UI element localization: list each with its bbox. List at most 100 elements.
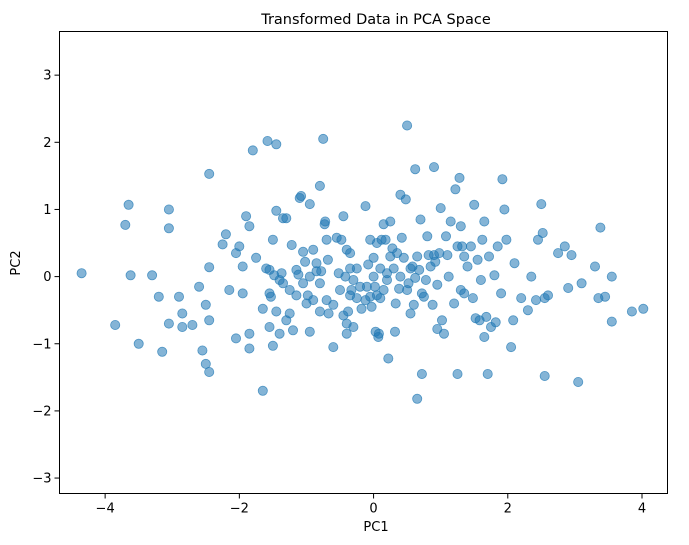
scatter-point (543, 290, 554, 301)
chart-title: Transformed Data in PCA Space (260, 12, 491, 28)
x-tick-label: −4 (96, 502, 115, 517)
scatter-point (499, 204, 510, 215)
scatter-point (443, 271, 454, 282)
scatter-point (348, 321, 359, 332)
scatter-point (244, 343, 255, 354)
scatter-point (314, 306, 325, 317)
scatter-point (276, 268, 287, 279)
scatter-point (338, 211, 349, 222)
scatter-point (600, 291, 611, 302)
y-tick-label: −2 (32, 404, 51, 419)
scatter-point (398, 252, 409, 263)
scatter-point (410, 164, 421, 175)
scatter-point (553, 248, 564, 259)
scatter-point (388, 263, 399, 274)
scatter-point (595, 222, 606, 233)
scatter-point (291, 290, 302, 301)
scatter-point (308, 295, 319, 306)
scatter-point (244, 328, 255, 339)
scatter-point (200, 299, 211, 310)
scatter-point (385, 216, 396, 227)
scatter-point (163, 318, 174, 329)
scatter-point (440, 231, 451, 242)
scatter-point (435, 203, 446, 214)
scatter-point (418, 291, 429, 302)
scatter-point (237, 288, 248, 299)
scatter-point (396, 232, 407, 243)
y-axis-label: PC2 (9, 250, 24, 275)
scatter-point (590, 261, 601, 272)
scatter-point (264, 321, 275, 332)
scatter-point (566, 250, 577, 261)
scatter-point (501, 234, 512, 245)
scatter-point (177, 321, 188, 332)
x-tick-label: 0 (369, 502, 377, 517)
scatter-point (400, 194, 411, 205)
scatter-point (412, 393, 423, 404)
scatter-point (346, 284, 357, 295)
scatter-point (506, 342, 517, 353)
scatter-point (368, 271, 379, 282)
scatter-point (316, 266, 327, 277)
scatter-point (318, 133, 329, 144)
scatter-point (356, 303, 367, 314)
scatter-point (489, 270, 500, 281)
scatter-point (445, 216, 456, 227)
scatter-point (539, 370, 550, 381)
scatter-point (187, 319, 198, 330)
y-tick-label: −1 (32, 337, 51, 352)
scatter-point (284, 284, 295, 295)
scatter-point (157, 346, 168, 357)
scatter-point (351, 293, 362, 304)
scatter-point (194, 281, 205, 292)
scatter-point (267, 234, 278, 245)
scatter-point (380, 234, 391, 245)
scatter-point (492, 241, 503, 252)
scatter-point (321, 295, 332, 306)
scatter-point (271, 205, 282, 216)
scatter-point (341, 328, 352, 339)
scatter-point (133, 338, 144, 349)
scatter-point (483, 251, 494, 262)
scatter-point (220, 229, 231, 240)
scatter-point (626, 306, 637, 317)
scatter-point (496, 288, 507, 299)
scatter-point (481, 311, 492, 322)
scatter-point (522, 305, 533, 316)
scatter-point (363, 259, 374, 270)
y-tick-label: 0 (43, 270, 51, 285)
scatter-point (163, 204, 174, 215)
scatter-point (479, 216, 490, 227)
scatter-point (390, 298, 401, 309)
scatter-point (378, 284, 389, 295)
scatter-point (177, 308, 188, 319)
scatter-point (427, 299, 438, 310)
scatter-point (414, 264, 425, 275)
scatter-point (403, 278, 414, 289)
scatter-point (76, 268, 87, 279)
x-axis-label: PC1 (363, 520, 388, 535)
scatter-point (366, 301, 377, 312)
scatter-point (416, 368, 427, 379)
scatter-point (465, 241, 476, 252)
scatter-point (323, 308, 334, 319)
scatter-point (257, 303, 268, 314)
scatter-point (204, 366, 215, 377)
scatter-point (490, 317, 501, 328)
scatter-point (308, 244, 319, 255)
scatter-point (508, 315, 519, 326)
scatter-point (381, 274, 392, 285)
scatter-point (573, 376, 584, 387)
scatter-point (328, 299, 339, 310)
scatter-point (153, 291, 164, 302)
scatter-point (296, 190, 307, 201)
scatter-point (237, 261, 248, 272)
scatter-point (110, 319, 121, 330)
scatter-point (475, 274, 486, 285)
scatter-point (369, 281, 380, 292)
scatter-point (304, 326, 315, 337)
scatter-point (234, 241, 245, 252)
scatter-point (322, 254, 333, 265)
scatter-point (125, 270, 136, 281)
scatter-point (479, 331, 490, 342)
